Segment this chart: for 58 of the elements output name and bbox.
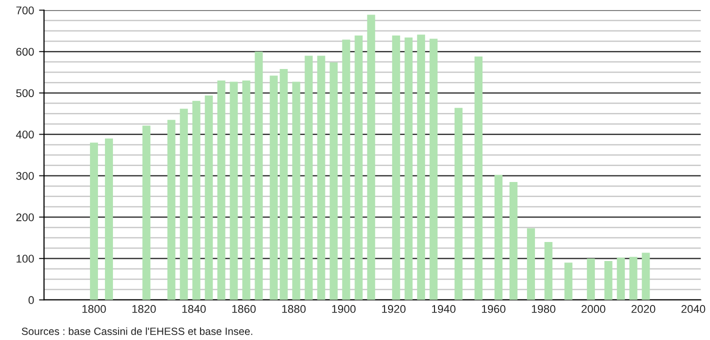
bar xyxy=(474,56,483,300)
y-tick-label: 600 xyxy=(16,48,34,56)
x-tick-label: 1940 xyxy=(432,305,456,313)
x-tick-label: 1920 xyxy=(382,305,406,313)
source-note: Sources : base Cassini de l'EHESS et base Insee. xyxy=(22,327,252,336)
x-tick-label: 1960 xyxy=(482,305,506,313)
y-tick-label: 200 xyxy=(16,213,34,222)
x-tick-label: 2020 xyxy=(632,305,656,313)
bar xyxy=(629,256,638,300)
bar xyxy=(292,82,300,300)
x-tick-label: 1860 xyxy=(232,305,256,313)
bar xyxy=(509,182,518,300)
bar xyxy=(217,80,226,300)
bar xyxy=(304,56,313,300)
x-tick-label: 1800 xyxy=(82,305,106,313)
y-tick-label: 400 xyxy=(16,130,34,138)
x-tick-label: 2040 xyxy=(681,305,706,313)
bar xyxy=(254,52,263,300)
y-tick-label: 500 xyxy=(16,89,34,98)
x-tick-label: 1980 xyxy=(532,305,556,313)
bar xyxy=(404,38,413,300)
y-tick-label: 700 xyxy=(16,6,34,14)
bar xyxy=(180,108,188,300)
bar xyxy=(494,174,502,300)
bar xyxy=(430,38,438,300)
bar xyxy=(270,76,278,300)
bar xyxy=(330,62,338,300)
y-tick-label: 0 xyxy=(28,296,34,304)
y-tick-label: 300 xyxy=(16,172,34,180)
bar xyxy=(280,68,288,300)
bar xyxy=(417,34,426,300)
bar xyxy=(104,138,113,300)
bar xyxy=(242,80,250,300)
bar xyxy=(142,126,150,300)
bar xyxy=(586,258,595,300)
y-tick-label: 100 xyxy=(16,254,34,263)
bar xyxy=(454,108,463,300)
bar xyxy=(342,40,350,300)
x-tick-label: 1820 xyxy=(132,305,156,313)
bar xyxy=(230,82,238,300)
bar xyxy=(354,35,363,300)
bar xyxy=(392,35,400,300)
bar xyxy=(192,100,200,300)
bar xyxy=(526,228,535,300)
x-tick-label: 2000 xyxy=(582,305,606,313)
x-tick-label: 1880 xyxy=(282,305,306,313)
bar xyxy=(544,242,552,300)
bar xyxy=(604,260,612,300)
bar xyxy=(642,252,650,300)
bar xyxy=(167,120,176,300)
x-tick-label: 1840 xyxy=(182,305,206,313)
bar xyxy=(616,258,625,300)
bar xyxy=(90,142,98,300)
bar xyxy=(564,262,572,300)
bar xyxy=(367,14,376,300)
x-tick-label: 1900 xyxy=(332,305,356,313)
bar xyxy=(317,56,326,300)
bar xyxy=(204,95,213,300)
